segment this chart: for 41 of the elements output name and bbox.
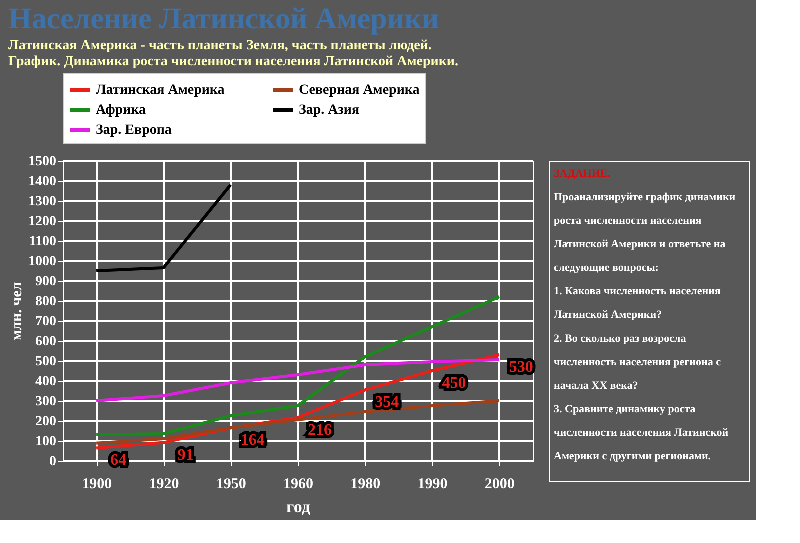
y-tick-label: 500 (36, 354, 56, 370)
text: Проанализируйте график динамики роста численности населения Латинской Америки и ответьте на следующие вопросы: (554, 192, 736, 274)
y-axis-title: млн. чел (10, 282, 26, 341)
data-label: 216 (308, 422, 332, 439)
x-axis-title: год (286, 498, 311, 516)
y-tick-label: 0 (50, 454, 56, 470)
data-label: 530 (509, 359, 534, 376)
x-tick-label: 1950 (216, 476, 246, 492)
y-tick-label: 200 (36, 414, 56, 430)
y-tick-label: 1400 (28, 174, 56, 190)
legend-label: Африка (96, 103, 146, 118)
chart-subtitle: Латинская Америка - часть планеты Земля, часть планеты людей. (8, 38, 432, 54)
x-tick-label: 1980 (350, 476, 381, 492)
y-tick-label: 100 (36, 434, 56, 450)
y-tick-label: 1300 (28, 194, 56, 210)
chart-title: Население Латинской Америки (8, 2, 440, 36)
y-tick-label: 900 (36, 274, 56, 290)
data-label: 91 (178, 446, 194, 464)
y-tick-label: 1200 (28, 214, 56, 230)
y-tick-label: 600 (36, 334, 56, 350)
text: 2. Во сколько раз возросла численность населения региона с начала XX века? (554, 332, 722, 392)
y-tick-label: 1000 (28, 254, 56, 270)
legend-label: Латинская Америка (96, 83, 225, 98)
x-tick-label: 1920 (149, 476, 180, 492)
y-tick-label: 300 (36, 394, 56, 410)
y-tick-label: 700 (36, 314, 56, 330)
x-tick-label: 2000 (484, 476, 515, 492)
text: ЗАДАНИЕ. (554, 168, 611, 180)
x-tick-label: 1960 (284, 476, 314, 492)
legend-label: Зар. Азия (299, 103, 360, 118)
y-tick-label: 400 (36, 374, 56, 390)
text: 1. Какова численность населения Латинской Америки? (554, 286, 721, 322)
x-tick-label: 1900 (82, 476, 112, 492)
y-tick-label: 1100 (29, 234, 56, 250)
y-tick-label: 800 (36, 294, 56, 310)
x-tick-label: 1990 (418, 476, 448, 492)
y-tick-label: 1500 (28, 154, 56, 170)
legend-label: Северная Америка (299, 83, 420, 98)
text: График. Динамика роста численности населения Латинской Америки. (8, 54, 458, 70)
text: 3. Сравните динамику роста численности населения Латинской Америки с другими регионами. (554, 403, 730, 462)
legend-label: Зар. Европа (96, 123, 172, 138)
